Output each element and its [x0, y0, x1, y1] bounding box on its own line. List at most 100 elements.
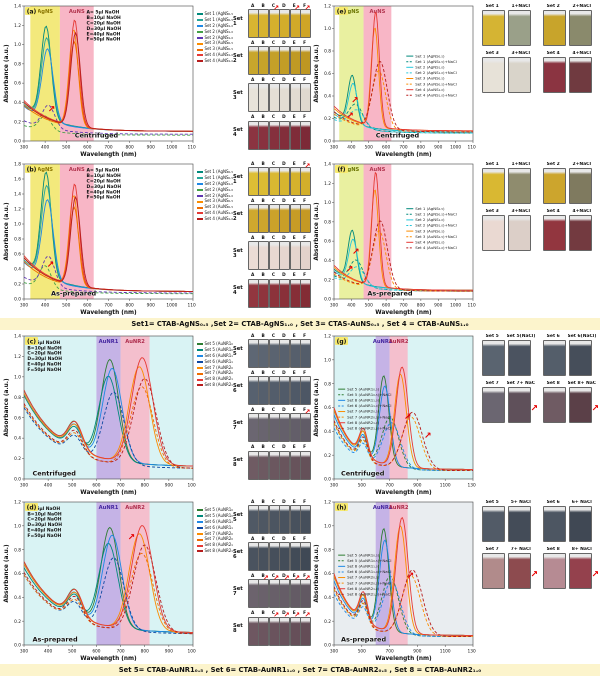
cuvette-photo — [268, 542, 280, 572]
cuvette-photo — [279, 505, 291, 535]
x-tick-label: 700 — [116, 483, 124, 489]
band-label: AuNR1 — [373, 339, 393, 345]
sample-letter-label: C — [271, 41, 276, 47]
photo-cells: A B C D E F ↗ — [248, 408, 311, 443]
sample-letter-label: A — [251, 611, 255, 617]
photo-cells: A B C ↗ D E ↗ F ↗ — [248, 4, 311, 39]
y-tick-label: 0.4 — [324, 258, 331, 264]
sample-letter-label: D — [282, 500, 286, 505]
y-axis-label: Absorbance (a.u.) — [314, 544, 320, 603]
photo-cells: A B C ↗ D ↗ E ↗ F ↗ — [248, 611, 311, 646]
panel-letter-box — [335, 165, 348, 173]
sample-letter-label: A — [251, 500, 255, 505]
y-tick-label: 0.6 — [14, 81, 21, 87]
x-tick-label: 1100 — [440, 649, 451, 655]
sample-letter-label: E — [292, 334, 296, 339]
sample-letter-label: B — [261, 574, 265, 580]
sample-photo-cell: E — [289, 236, 301, 271]
sample-letter-label: B — [261, 41, 265, 47]
y-tick-label: 0.2 — [324, 619, 331, 625]
sample-photo-cell: A — [248, 199, 259, 234]
x-tick-label: 500 — [62, 303, 70, 309]
sample-letter-label: A — [251, 537, 255, 543]
cuvette-photo — [279, 278, 291, 308]
legend-entry-label: Set 2 (AgNS₁.₀)D — [204, 186, 234, 192]
pair-photos — [478, 387, 535, 423]
photo-row-label: Set 1 — [233, 15, 243, 27]
cuvette-photo — [268, 339, 280, 369]
x-tick-label: 400 — [41, 303, 49, 309]
legend-entry: Set 2 (AgNS₁.₀)F — [197, 193, 233, 198]
caption-sets-1-4: Set1= CTAB-AgNS₀.₅ ,Set 2= CTAB-AgNS₁.₀ … — [0, 318, 600, 330]
sample-photo-cell: F ↗ — [299, 611, 311, 646]
red-arrow-icon: ↗ — [591, 404, 599, 414]
sample-photo-cell: F ↗ — [299, 574, 311, 609]
pair-label-nacl: 5+ NaCl — [510, 500, 531, 505]
sample-letter-label: F — [303, 574, 307, 580]
legend-entry-label: Set 4 (AuNS₁.₀)A — [204, 52, 234, 58]
inner-legend-label: Set 6 (AuNR1₁.₀)+NaCl — [347, 403, 391, 408]
sample-photo-cell: E ↗ — [289, 574, 301, 609]
cuvette-photo — [279, 413, 291, 443]
legend-color-swatch — [197, 378, 203, 381]
photo-row-label: Set 6 — [233, 548, 243, 561]
band-label: AuNS — [370, 167, 386, 173]
pair-photos — [539, 340, 596, 376]
legend-entry-label: Set 7 (AuNR2₀.₅)F — [204, 370, 234, 376]
cuvette-photo — [268, 450, 280, 480]
legend-entry: Set 7 (AuNR2₀.₅)A — [197, 531, 233, 536]
red-arrow-icon: ↗ — [530, 404, 538, 414]
sample-letter-label: E — [292, 611, 296, 617]
band-AuNS — [59, 164, 94, 299]
sample-letter-label: C — [271, 537, 276, 543]
sample-photo-cell: B — [258, 78, 270, 113]
cuvette-photo — [258, 278, 270, 308]
cuvette-photo — [289, 120, 301, 150]
pair-label-nacl: 2+NaCl — [572, 162, 592, 167]
panel-letter: (g) — [337, 338, 347, 345]
cuvette-photo — [543, 57, 566, 93]
spectrum-series — [334, 171, 473, 291]
spectrum-series — [24, 357, 193, 467]
sample-letter-label: C — [271, 273, 276, 279]
sample-photo-cell: C — [268, 273, 280, 308]
panel-letter: (c) — [27, 338, 36, 345]
cuvette-photo — [279, 167, 291, 197]
sample-photo-cell: C — [268, 78, 280, 113]
sample-photo-cell: E — [289, 500, 301, 535]
sample-photo-cell: F ↗ — [299, 408, 311, 443]
y-tick-label: 0.0 — [324, 643, 331, 649]
y-tick-label: 1.2 — [324, 4, 331, 10]
naoh-legend-line: C=20µl NaOH — [27, 351, 61, 357]
legend-entry: Set 6 (AuNR1₁.₀)A — [197, 353, 233, 358]
cuvette-photo — [258, 46, 270, 76]
y-tick-label: 0.8 — [14, 237, 21, 243]
pair-label-plain: Set 8 — [546, 381, 560, 386]
sample-letter-label: A — [251, 236, 255, 242]
cuvette-photo — [569, 215, 592, 251]
legend-entry: Set 4 (AuNS₁.₀)A — [197, 210, 234, 216]
legend-color-swatch — [197, 30, 203, 33]
band-label: AuNR2 — [389, 339, 409, 345]
x-tick-label: 600 — [382, 145, 390, 151]
cuvette-photo — [279, 204, 291, 234]
sample-photo-cell: C — [268, 199, 280, 234]
y-tick-label: 0.0 — [14, 297, 21, 303]
cuvette-photo — [482, 168, 505, 204]
cuvette-photo — [569, 553, 592, 589]
pair-label-nacl: Set 6(NaCl) — [567, 334, 597, 339]
x-tick-label: 300 — [20, 483, 28, 489]
cuvette-photo — [508, 340, 531, 376]
legend-color-swatch — [197, 366, 203, 369]
cuvette-photo — [248, 505, 259, 535]
chart-panel-c: AuNR1 AuNR2 300 400 500 600 700 800 900 1000 0.0 0.… — [2, 332, 196, 496]
x-tick-label: 400 — [44, 649, 52, 655]
cuvette-photo — [299, 241, 311, 271]
pair-labels: Set 1 1+NaCl — [478, 4, 535, 9]
legend-entry-label: Set 4 (AuNS₁.₀)A — [204, 210, 234, 216]
cuvette-photo — [258, 339, 270, 369]
y-tick-label: 0.6 — [14, 571, 21, 577]
sample-pair-block: Set 2 2+NaCl — [539, 162, 596, 204]
y-tick-label: 0.0 — [14, 139, 21, 145]
